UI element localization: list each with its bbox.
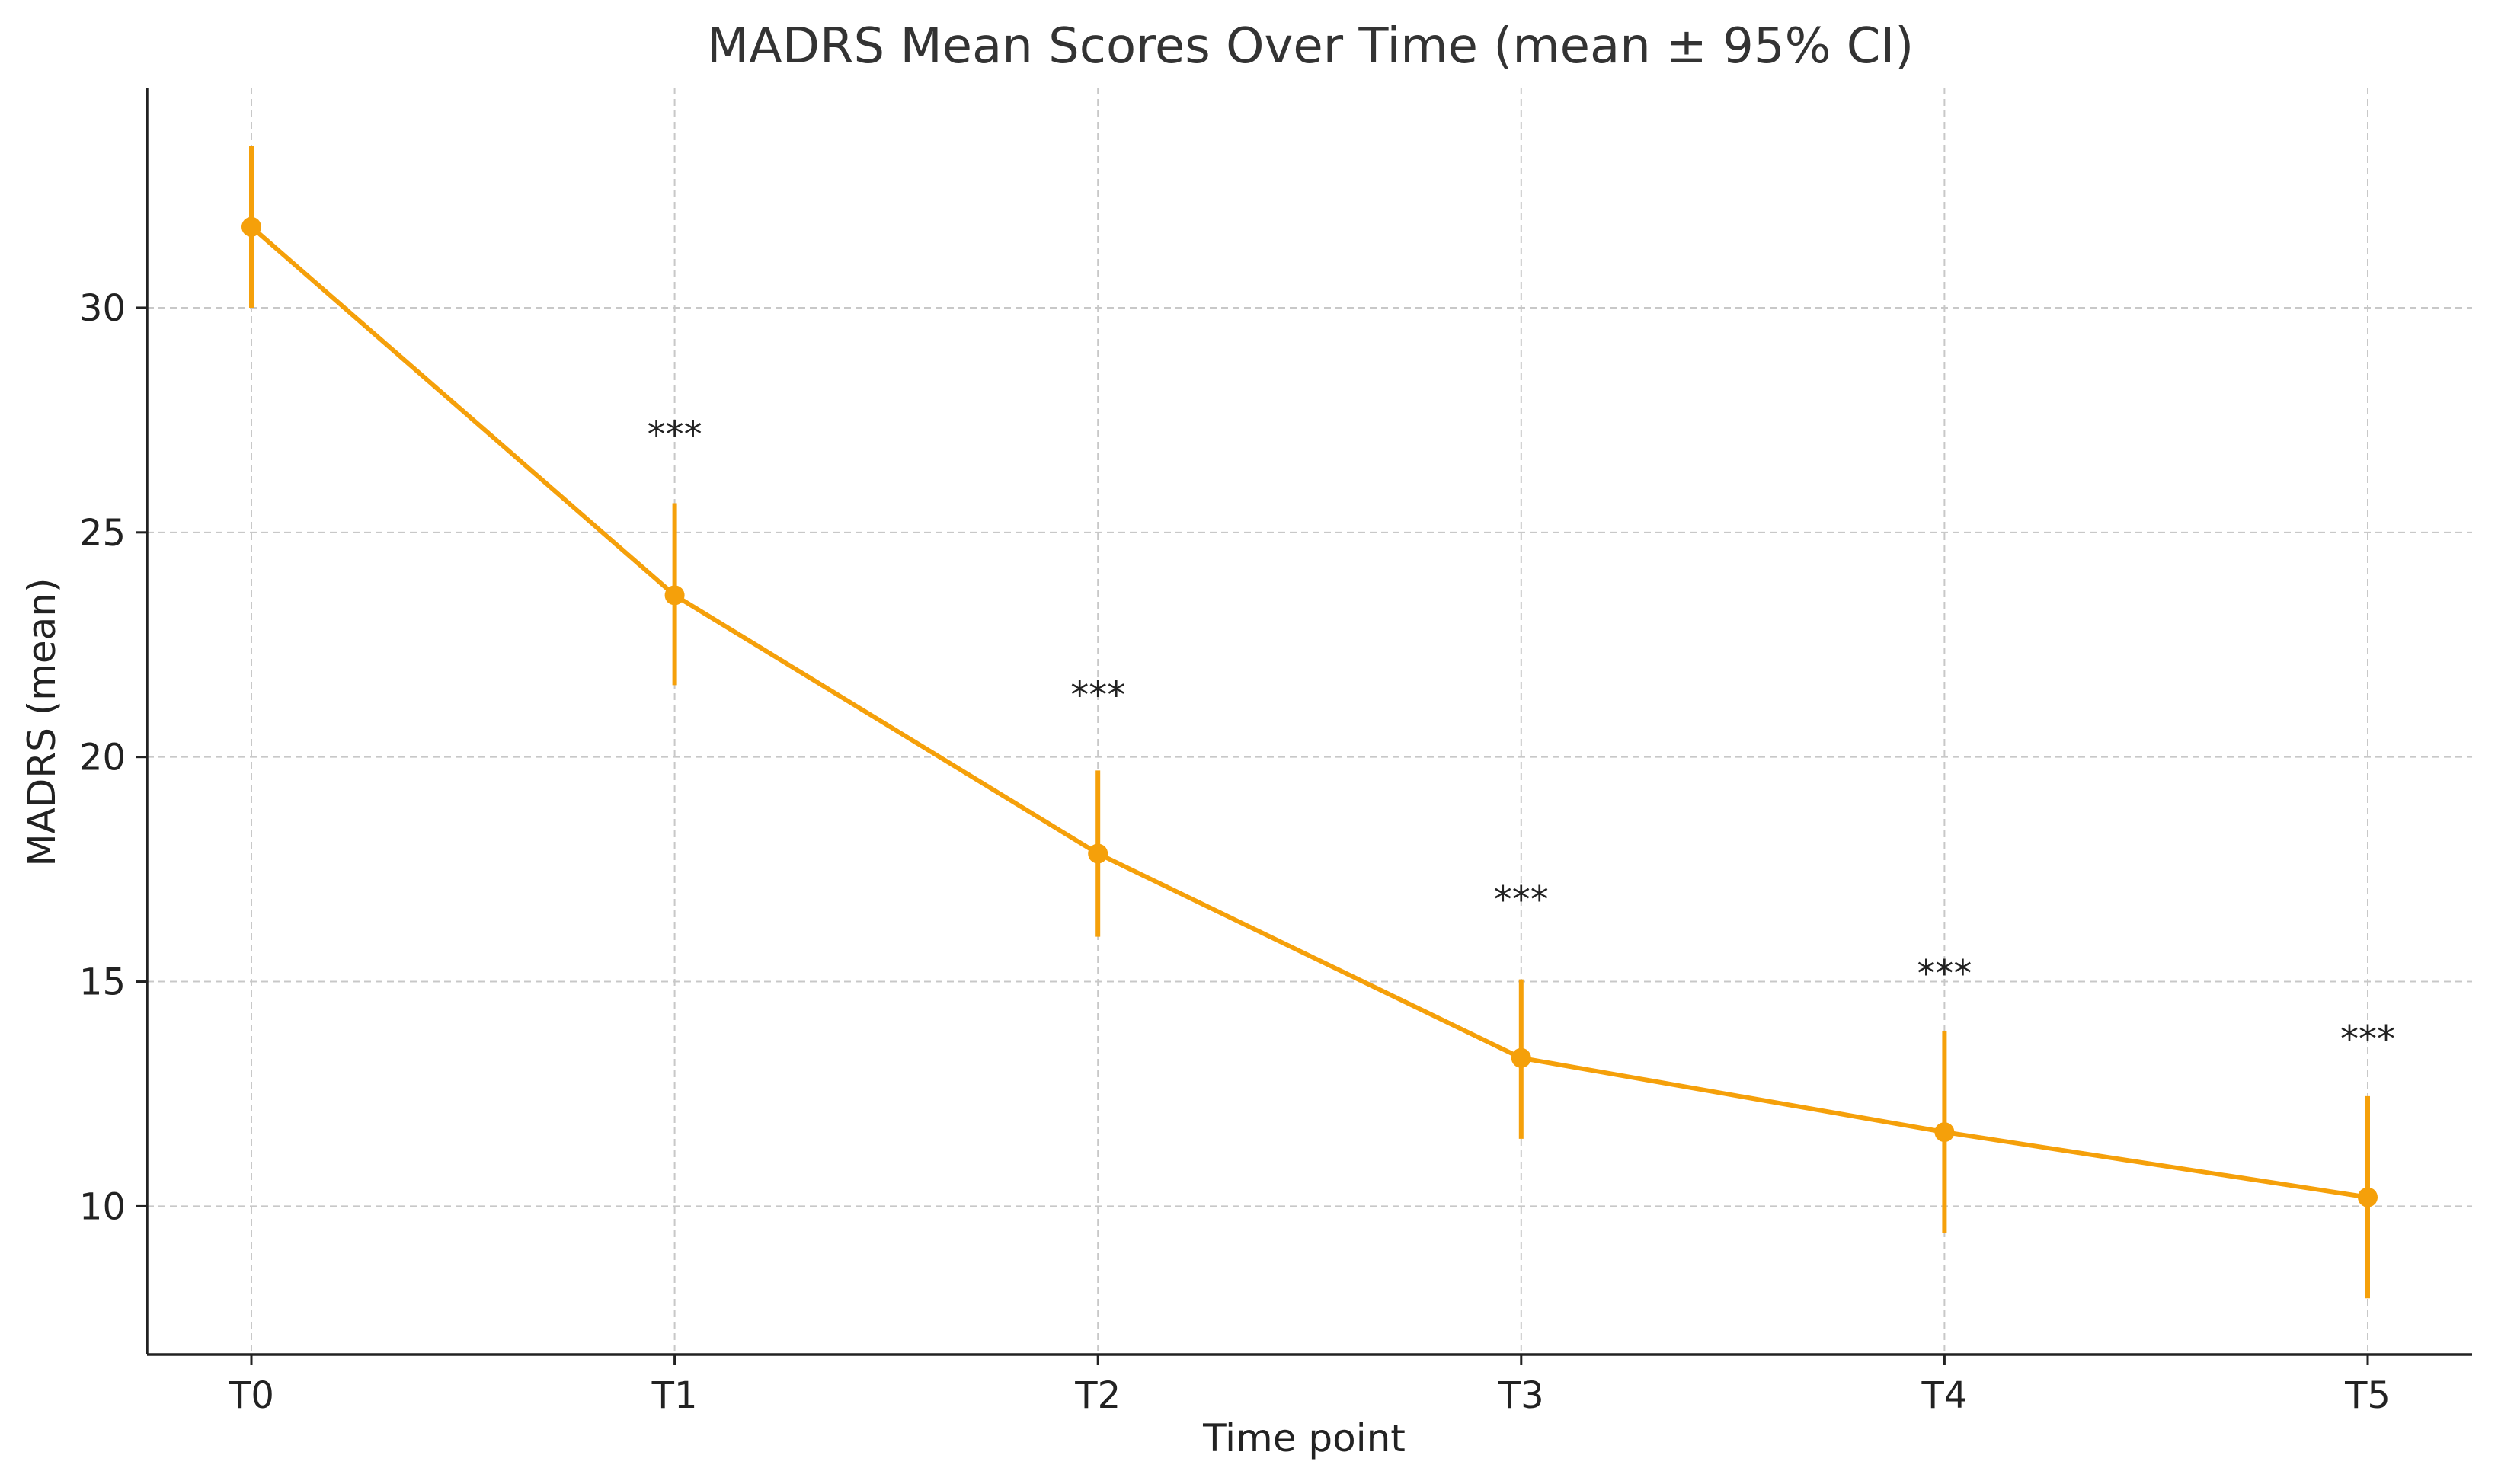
x-tick-label: T0 bbox=[228, 1374, 274, 1417]
chart-title: MADRS Mean Scores Over Time (mean ± 95% … bbox=[707, 18, 1914, 75]
data-point bbox=[1934, 1122, 1955, 1143]
grid-layer bbox=[147, 88, 2472, 1354]
data-point bbox=[664, 585, 685, 606]
series-line bbox=[249, 224, 2370, 1200]
data-point bbox=[1088, 843, 1108, 864]
significance-marker: *** bbox=[1494, 878, 1549, 921]
y-axis-label: MADRS (mean) bbox=[20, 577, 64, 866]
x-tick-label: T3 bbox=[1498, 1374, 1544, 1417]
x-tick-label: T4 bbox=[1921, 1374, 1967, 1417]
x-tick-label: T2 bbox=[1074, 1374, 1121, 1417]
data-point bbox=[1511, 1047, 1531, 1068]
y-tick-label: 25 bbox=[79, 512, 126, 555]
significance-marker: *** bbox=[648, 414, 702, 456]
x-axis-label: Time point bbox=[1202, 1416, 1406, 1460]
x-tick-label: T1 bbox=[651, 1374, 698, 1417]
y-tick-label: 20 bbox=[79, 737, 126, 779]
x-tick-label: T5 bbox=[2344, 1374, 2391, 1417]
significance-marker: *** bbox=[2340, 1018, 2395, 1060]
y-tick-label: 10 bbox=[79, 1185, 126, 1228]
significance-marker: *** bbox=[1070, 674, 1125, 717]
y-tick-label: 30 bbox=[79, 287, 126, 330]
significance-marker: *** bbox=[1917, 953, 1972, 996]
y-tick-label: 15 bbox=[79, 961, 126, 1004]
ticks-layer: 10 15 20 25 30 T0 T1 T2 T3 T4 T5 bbox=[79, 287, 2391, 1417]
data-point bbox=[241, 216, 261, 237]
series-layer bbox=[241, 146, 2378, 1299]
data-point bbox=[2358, 1187, 2378, 1207]
axes-layer bbox=[146, 88, 2472, 1356]
annotation-layer: *** *** *** *** *** bbox=[648, 414, 2395, 1060]
